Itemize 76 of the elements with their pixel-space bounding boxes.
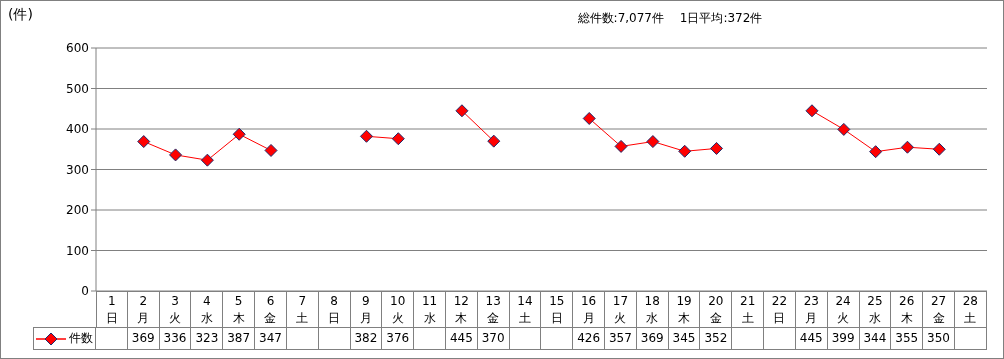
point: [710, 141, 724, 155]
point: [678, 144, 692, 158]
x-tick-label: 6 金: [255, 293, 286, 327]
data-label: 347: [255, 327, 287, 350]
point: [200, 153, 214, 167]
data-label: 323: [191, 327, 224, 350]
x-tick-label: 2 月: [127, 293, 159, 327]
data-label: 357: [605, 327, 637, 350]
point: [455, 104, 469, 118]
point: [932, 142, 946, 156]
x-tick-label: 4 水: [191, 293, 223, 327]
data-label: 370: [477, 327, 510, 350]
data-label: 344: [859, 327, 892, 350]
x-tick-label: 24 火: [827, 293, 859, 327]
data-label: 345: [668, 327, 701, 350]
point: [582, 111, 596, 125]
point: [646, 135, 660, 149]
point: [614, 139, 628, 153]
data-label: 355: [891, 327, 924, 350]
data-label: 399: [827, 327, 860, 350]
y-tick-label: 600: [66, 41, 89, 56]
y-tick-label: 300: [66, 162, 89, 177]
point: [805, 104, 819, 118]
x-tick-label: 13 金: [477, 293, 509, 327]
x-tick-label: 14 土: [509, 293, 541, 327]
x-tick-label: 5 木: [223, 293, 255, 327]
y-tick-label: 500: [66, 81, 89, 96]
x-tick-label: 16 月: [573, 293, 604, 327]
chart-title: 総件数:7,077件 1日平均:372件: [576, 10, 764, 27]
x-tick-label: 17 火: [605, 293, 636, 327]
x-tick-label: 25 水: [859, 293, 891, 327]
y-tick-label: 0: [81, 284, 89, 299]
y-tick-label: 400: [66, 122, 89, 137]
x-tick-label: 27 金: [923, 293, 954, 327]
x-tick-label: 7 土: [286, 293, 318, 327]
y-tick-label: 100: [66, 243, 89, 258]
point: [232, 127, 246, 141]
point: [264, 143, 278, 157]
x-tick-label: 18 水: [636, 293, 668, 327]
x-tick-label: 21 土: [732, 293, 764, 327]
data-label: 336: [159, 327, 192, 350]
data-label: 382: [350, 327, 383, 350]
y-axis-title: (件): [8, 6, 33, 24]
x-tick-label: 26 木: [891, 293, 923, 327]
x-tick-label: 28 土: [954, 293, 986, 327]
x-tick-label: 19 木: [668, 293, 700, 327]
x-tick-label: 1 日: [97, 293, 127, 327]
x-tick-label: 8 日: [318, 293, 350, 327]
point: [391, 132, 405, 146]
x-tick-label: 9 月: [350, 293, 382, 327]
x-tick-label: 3 火: [159, 293, 191, 327]
data-label: 352: [700, 327, 733, 350]
data-label: 369: [636, 327, 669, 350]
data-label: 445: [445, 327, 478, 350]
y-tick-label: 200: [66, 203, 89, 218]
data-label: 350: [923, 327, 955, 350]
point: [359, 129, 373, 143]
legend-label: 件数: [69, 330, 93, 347]
point: [869, 145, 883, 159]
data-label: 387: [223, 327, 256, 350]
point: [900, 140, 914, 154]
x-tick-label: 11 水: [414, 293, 445, 327]
point: [837, 122, 851, 136]
point: [137, 135, 151, 149]
data-label: 376: [382, 327, 415, 350]
data-label: 426: [573, 327, 605, 350]
x-tick-label: 15 日: [541, 293, 573, 327]
x-tick-label: 10 火: [382, 293, 414, 327]
point: [487, 134, 501, 148]
point: [169, 148, 183, 162]
x-tick-label: 20 金: [700, 293, 732, 327]
data-label: 369: [127, 327, 160, 350]
x-tick-label: 23 月: [795, 293, 827, 327]
x-tick-label: 12 木: [445, 293, 477, 327]
x-tick-label: 22 日: [764, 293, 795, 327]
data-label: 445: [795, 327, 828, 350]
